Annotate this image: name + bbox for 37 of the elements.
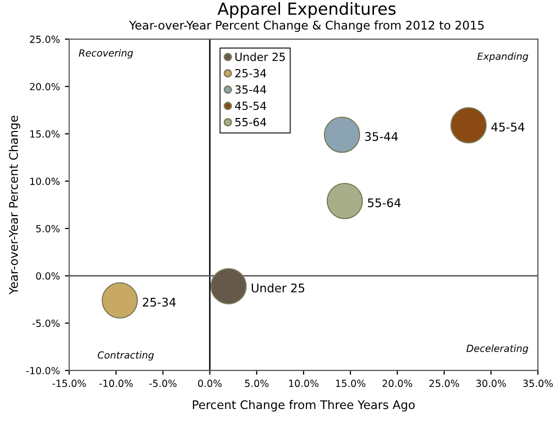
text: Under 25: [252, 283, 304, 292]
text: 35-44: [365, 132, 398, 141]
y-tick-label: 5.0%: [36, 224, 60, 232]
y-tick-label: -5.0%: [32, 320, 60, 327]
x-tick-label: 0.0%: [198, 380, 222, 388]
legend-label: 35-44: [235, 85, 266, 94]
x-tick-label: -10.0%: [99, 380, 133, 388]
annotation: Recovering: [78, 49, 133, 58]
text: 45-54: [491, 122, 524, 132]
x-tick-label: 20.0%: [382, 380, 412, 388]
x-tick-label: 5.0%: [245, 380, 268, 388]
x-tick-label: 25.0%: [429, 380, 460, 388]
y-tick-label: 25.0%: [30, 36, 60, 43]
y-tick-label: 0.0%: [36, 272, 60, 280]
x-tick-label: 30.0%: [476, 380, 506, 388]
y-tick-label: 15.0%: [30, 130, 60, 138]
annotation: Expanding: [477, 52, 528, 62]
x-tick-label: -15.0%: [52, 380, 86, 388]
y-tick-label: -10.0%: [26, 366, 60, 374]
legend-label: 55-64: [235, 118, 266, 126]
legend-label: Under 25: [235, 52, 285, 62]
chart-subtitle: Year-over-Year Percent Change & Change from 2012 to 2015: [129, 20, 484, 32]
chart-title: Apparel Expenditures: [218, 2, 396, 18]
y-tick-label: 10.0%: [30, 178, 60, 185]
legend-label: 25-34: [235, 68, 266, 78]
x-axis-title: Percent Change from Three Years Ago: [192, 400, 415, 412]
x-tick-label: 35.0%: [523, 380, 553, 388]
legend-label: 45-54: [235, 102, 266, 110]
text: 55-64: [368, 198, 401, 208]
x-tick-label: 15.0%: [336, 380, 366, 388]
x-tick-label: -5.0%: [149, 380, 177, 388]
y-tick-label: 20.0%: [30, 82, 60, 90]
annotation: Decelerating: [466, 344, 528, 354]
text: 25-34: [142, 298, 176, 307]
x-tick-label: 10.0%: [289, 380, 318, 388]
annotation: Contracting: [98, 351, 154, 361]
y-axis-title: Year-over-Year Percent Change: [8, 116, 20, 294]
